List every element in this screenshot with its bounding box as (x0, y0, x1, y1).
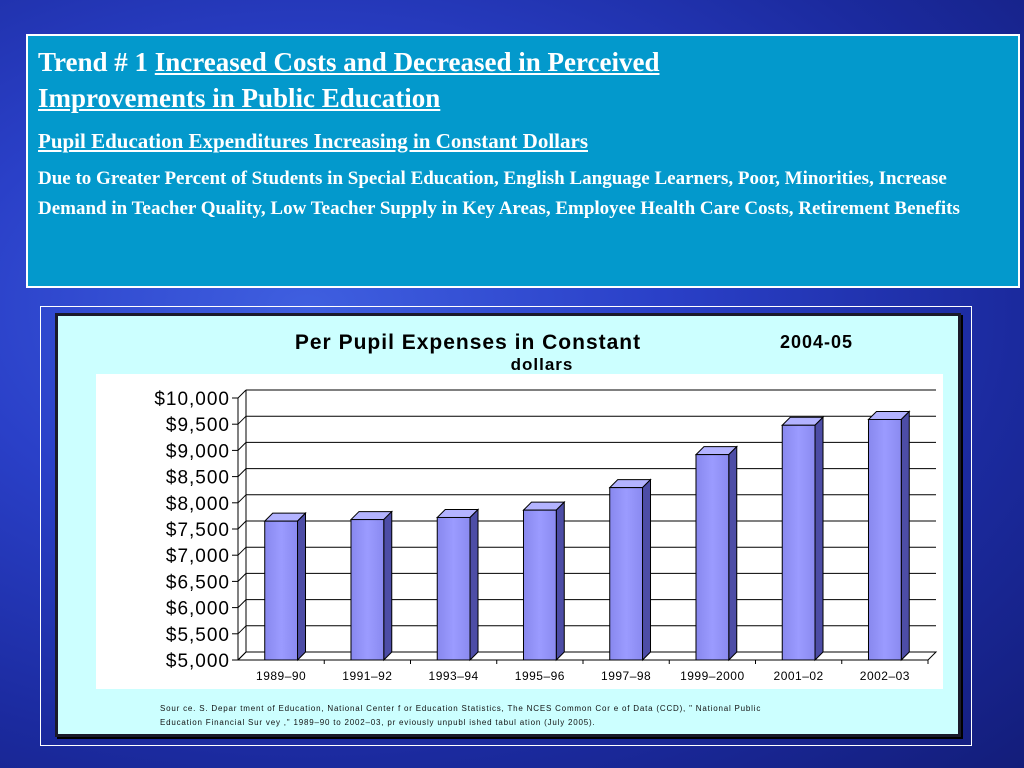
y-tick-label: $7,500 (166, 520, 230, 541)
source-line-2: Education Financial Sur vey ," 1989–90 t… (160, 718, 596, 727)
y-tick-label: $6,000 (166, 599, 230, 620)
y-tick-label: $8,000 (166, 494, 230, 515)
bar (867, 418, 902, 661)
x-tick-label: 1997–98 (601, 669, 651, 683)
y-tick-label: $8,500 (166, 468, 230, 489)
chart-title-line2: dollars (511, 355, 574, 374)
y-tick-label: $7,000 (166, 546, 230, 567)
x-tick-label: 1999–2000 (680, 669, 745, 683)
y-tick-label: $9,500 (166, 415, 230, 436)
bar (350, 519, 385, 661)
x-tick-label: 2001–02 (774, 669, 824, 683)
gridline-side (237, 546, 247, 556)
source-line-1: Sour ce. S. Depar tment of Education, Na… (160, 704, 762, 713)
bar (436, 516, 471, 661)
bar (695, 454, 730, 661)
source-note: Sour ce. S. Depar tment of Education, Na… (160, 702, 940, 730)
plot-floor (236, 651, 938, 661)
bar (609, 487, 644, 661)
bar (264, 520, 299, 661)
bar (522, 509, 557, 661)
x-tick-label: 1993–94 (429, 669, 479, 683)
bar-side (728, 445, 738, 662)
trend-title: Trend # 1 Increased Costs and Decreased … (38, 44, 1008, 116)
gridline-side (237, 442, 247, 451)
y-tick-label: $5,500 (166, 625, 230, 646)
bar-side (900, 410, 910, 662)
x-tick-label: 2002–03 (860, 669, 910, 683)
bar-side (469, 508, 479, 662)
x-tick-label: 1989–90 (256, 669, 306, 683)
bar (781, 424, 816, 661)
gridline-side (237, 415, 247, 425)
trend-title-line1: Increased Costs and Decreased in Perceiv… (154, 47, 660, 77)
trend-title-line2: Improvements in Public Education (38, 83, 441, 113)
gridline-side (237, 389, 247, 399)
chart-frame: Per Pupil Expenses in Constant 2004-05 d… (55, 313, 961, 737)
bar-side (297, 511, 307, 662)
gridline-side (237, 651, 247, 661)
y-tick-label: $9,000 (166, 441, 230, 462)
bar-side (555, 500, 565, 662)
x-tick-label: 1995–96 (515, 669, 565, 683)
gridline-side (237, 494, 247, 504)
trend-prefix: Trend # 1 (38, 47, 155, 77)
chart-outer-border: Per Pupil Expenses in Constant 2004-05 d… (40, 306, 972, 746)
subtitle: Pupil Education Expenditures Increasing … (38, 129, 588, 153)
y-tick-label: $10,000 (154, 389, 230, 410)
x-tick-label: 1991–92 (342, 669, 392, 683)
y-tick-label: $5,000 (166, 651, 230, 672)
chart-title-main: Per Pupil Expenses in Constant (295, 331, 641, 354)
gridline-side (237, 468, 247, 477)
gridline-side (237, 573, 247, 582)
gridline-side (237, 520, 247, 530)
bar-side (383, 510, 393, 662)
body-text: Due to Greater Percent of Students in Sp… (38, 168, 960, 219)
header-panel: Trend # 1 Increased Costs and Decreased … (26, 34, 1020, 288)
bar-chart: Per Pupil Expenses in Constant 2004-05 d… (96, 331, 943, 689)
gridline-side (237, 599, 247, 608)
chart-title-year: 2004-05 (780, 332, 853, 352)
y-tick-label: $6,500 (166, 572, 230, 593)
gridline-side (237, 625, 247, 635)
bar-side (814, 416, 824, 662)
bar-side (642, 478, 652, 662)
